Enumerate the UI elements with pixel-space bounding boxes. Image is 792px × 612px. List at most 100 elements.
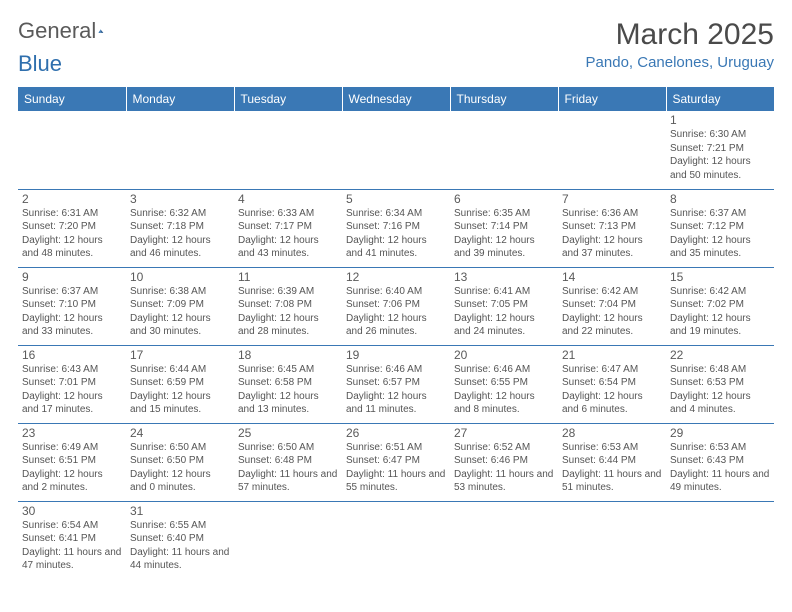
calendar-cell: 4Sunrise: 6:33 AMSunset: 7:17 PMDaylight… bbox=[234, 189, 342, 267]
sunset-line: Sunset: 7:05 PM bbox=[454, 298, 554, 312]
calendar-cell bbox=[342, 501, 450, 579]
daylight-line: Daylight: 12 hours and 17 minutes. bbox=[22, 390, 122, 417]
day-number: 22 bbox=[670, 348, 770, 362]
daylight-line: Daylight: 12 hours and 22 minutes. bbox=[562, 312, 662, 339]
sunset-line: Sunset: 7:04 PM bbox=[562, 298, 662, 312]
sunset-line: Sunset: 7:17 PM bbox=[238, 220, 338, 234]
sunrise-line: Sunrise: 6:40 AM bbox=[346, 285, 446, 299]
day-number: 12 bbox=[346, 270, 446, 284]
daylight-line: Daylight: 11 hours and 55 minutes. bbox=[346, 468, 446, 495]
calendar-cell: 25Sunrise: 6:50 AMSunset: 6:48 PMDayligh… bbox=[234, 423, 342, 501]
location: Pando, Canelones, Uruguay bbox=[586, 54, 774, 71]
sunrise-line: Sunrise: 6:49 AM bbox=[22, 441, 122, 455]
day-number: 24 bbox=[130, 426, 230, 440]
daylight-line: Daylight: 12 hours and 41 minutes. bbox=[346, 234, 446, 261]
day-info: Sunrise: 6:54 AMSunset: 6:41 PMDaylight:… bbox=[22, 519, 122, 573]
sunrise-line: Sunrise: 6:45 AM bbox=[238, 363, 338, 377]
day-info: Sunrise: 6:43 AMSunset: 7:01 PMDaylight:… bbox=[22, 363, 122, 417]
sunset-line: Sunset: 7:18 PM bbox=[130, 220, 230, 234]
day-info: Sunrise: 6:31 AMSunset: 7:20 PMDaylight:… bbox=[22, 207, 122, 261]
calendar-cell: 5Sunrise: 6:34 AMSunset: 7:16 PMDaylight… bbox=[342, 189, 450, 267]
sunset-line: Sunset: 7:14 PM bbox=[454, 220, 554, 234]
calendar-cell: 14Sunrise: 6:42 AMSunset: 7:04 PMDayligh… bbox=[558, 267, 666, 345]
day-number: 10 bbox=[130, 270, 230, 284]
calendar-cell: 8Sunrise: 6:37 AMSunset: 7:12 PMDaylight… bbox=[666, 189, 774, 267]
sunset-line: Sunset: 7:10 PM bbox=[22, 298, 122, 312]
sunset-line: Sunset: 7:09 PM bbox=[130, 298, 230, 312]
day-info: Sunrise: 6:46 AMSunset: 6:55 PMDaylight:… bbox=[454, 363, 554, 417]
calendar-cell bbox=[450, 501, 558, 579]
daylight-line: Daylight: 12 hours and 6 minutes. bbox=[562, 390, 662, 417]
daylight-line: Daylight: 12 hours and 43 minutes. bbox=[238, 234, 338, 261]
daylight-line: Daylight: 11 hours and 44 minutes. bbox=[130, 546, 230, 573]
day-number: 2 bbox=[22, 192, 122, 206]
calendar-cell: 9Sunrise: 6:37 AMSunset: 7:10 PMDaylight… bbox=[18, 267, 126, 345]
sunrise-line: Sunrise: 6:44 AM bbox=[130, 363, 230, 377]
sunrise-line: Sunrise: 6:54 AM bbox=[22, 519, 122, 533]
daylight-line: Daylight: 12 hours and 26 minutes. bbox=[346, 312, 446, 339]
daylight-line: Daylight: 12 hours and 35 minutes. bbox=[670, 234, 770, 261]
sunset-line: Sunset: 7:01 PM bbox=[22, 376, 122, 390]
logo: General bbox=[18, 18, 126, 44]
sail-icon bbox=[98, 20, 104, 42]
calendar-cell: 23Sunrise: 6:49 AMSunset: 6:51 PMDayligh… bbox=[18, 423, 126, 501]
daylight-line: Daylight: 11 hours and 57 minutes. bbox=[238, 468, 338, 495]
calendar-cell: 10Sunrise: 6:38 AMSunset: 7:09 PMDayligh… bbox=[126, 267, 234, 345]
weekday-header: Monday bbox=[126, 87, 234, 111]
daylight-line: Daylight: 12 hours and 0 minutes. bbox=[130, 468, 230, 495]
calendar-cell: 17Sunrise: 6:44 AMSunset: 6:59 PMDayligh… bbox=[126, 345, 234, 423]
calendar-cell bbox=[666, 501, 774, 579]
weekday-header: Wednesday bbox=[342, 87, 450, 111]
calendar-cell bbox=[450, 111, 558, 189]
sunrise-line: Sunrise: 6:36 AM bbox=[562, 207, 662, 221]
sunset-line: Sunset: 7:16 PM bbox=[346, 220, 446, 234]
sunrise-line: Sunrise: 6:31 AM bbox=[22, 207, 122, 221]
sunrise-line: Sunrise: 6:46 AM bbox=[454, 363, 554, 377]
sunrise-line: Sunrise: 6:39 AM bbox=[238, 285, 338, 299]
sunset-line: Sunset: 6:53 PM bbox=[670, 376, 770, 390]
calendar-cell: 2Sunrise: 6:31 AMSunset: 7:20 PMDaylight… bbox=[18, 189, 126, 267]
calendar-cell bbox=[558, 501, 666, 579]
calendar-cell bbox=[234, 111, 342, 189]
daylight-line: Daylight: 12 hours and 28 minutes. bbox=[238, 312, 338, 339]
calendar-cell: 28Sunrise: 6:53 AMSunset: 6:44 PMDayligh… bbox=[558, 423, 666, 501]
calendar-cell: 16Sunrise: 6:43 AMSunset: 7:01 PMDayligh… bbox=[18, 345, 126, 423]
daylight-line: Daylight: 12 hours and 4 minutes. bbox=[670, 390, 770, 417]
sunset-line: Sunset: 6:48 PM bbox=[238, 454, 338, 468]
day-number: 8 bbox=[670, 192, 770, 206]
daylight-line: Daylight: 12 hours and 19 minutes. bbox=[670, 312, 770, 339]
sunrise-line: Sunrise: 6:42 AM bbox=[670, 285, 770, 299]
day-number: 9 bbox=[22, 270, 122, 284]
calendar-cell bbox=[234, 501, 342, 579]
calendar-cell: 27Sunrise: 6:52 AMSunset: 6:46 PMDayligh… bbox=[450, 423, 558, 501]
sunset-line: Sunset: 6:51 PM bbox=[22, 454, 122, 468]
sunrise-line: Sunrise: 6:55 AM bbox=[130, 519, 230, 533]
daylight-line: Daylight: 12 hours and 8 minutes. bbox=[454, 390, 554, 417]
day-number: 11 bbox=[238, 270, 338, 284]
calendar-cell: 7Sunrise: 6:36 AMSunset: 7:13 PMDaylight… bbox=[558, 189, 666, 267]
day-number: 20 bbox=[454, 348, 554, 362]
sunrise-line: Sunrise: 6:37 AM bbox=[670, 207, 770, 221]
sunrise-line: Sunrise: 6:52 AM bbox=[454, 441, 554, 455]
day-number: 15 bbox=[670, 270, 770, 284]
calendar-table: Sunday Monday Tuesday Wednesday Thursday… bbox=[18, 87, 774, 579]
day-info: Sunrise: 6:33 AMSunset: 7:17 PMDaylight:… bbox=[238, 207, 338, 261]
day-info: Sunrise: 6:44 AMSunset: 6:59 PMDaylight:… bbox=[130, 363, 230, 417]
sunrise-line: Sunrise: 6:50 AM bbox=[238, 441, 338, 455]
sunrise-line: Sunrise: 6:32 AM bbox=[130, 207, 230, 221]
daylight-line: Daylight: 12 hours and 33 minutes. bbox=[22, 312, 122, 339]
calendar-row: 30Sunrise: 6:54 AMSunset: 6:41 PMDayligh… bbox=[18, 501, 774, 579]
daylight-line: Daylight: 11 hours and 53 minutes. bbox=[454, 468, 554, 495]
day-number: 3 bbox=[130, 192, 230, 206]
day-number: 21 bbox=[562, 348, 662, 362]
day-number: 4 bbox=[238, 192, 338, 206]
daylight-line: Daylight: 11 hours and 51 minutes. bbox=[562, 468, 662, 495]
day-number: 6 bbox=[454, 192, 554, 206]
day-number: 7 bbox=[562, 192, 662, 206]
day-info: Sunrise: 6:36 AMSunset: 7:13 PMDaylight:… bbox=[562, 207, 662, 261]
sunset-line: Sunset: 6:40 PM bbox=[130, 532, 230, 546]
day-info: Sunrise: 6:32 AMSunset: 7:18 PMDaylight:… bbox=[130, 207, 230, 261]
sunset-line: Sunset: 6:43 PM bbox=[670, 454, 770, 468]
day-info: Sunrise: 6:37 AMSunset: 7:12 PMDaylight:… bbox=[670, 207, 770, 261]
day-info: Sunrise: 6:47 AMSunset: 6:54 PMDaylight:… bbox=[562, 363, 662, 417]
